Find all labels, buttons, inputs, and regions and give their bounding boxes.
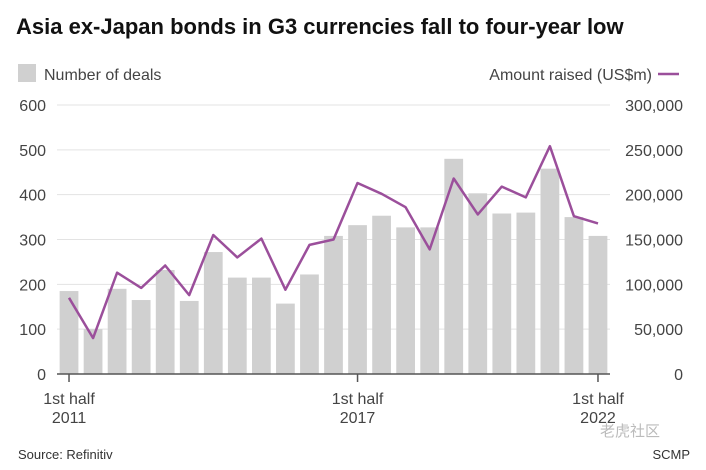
bar	[155, 269, 175, 374]
bar	[276, 303, 295, 374]
y-left-tick-label: 100	[19, 322, 46, 339]
y-right-tick-label: 0	[674, 367, 683, 384]
source-note: Source: Refinitiv	[18, 447, 113, 462]
bar	[348, 225, 367, 374]
y-left-tick-label: 200	[19, 277, 46, 294]
line-path	[67, 144, 599, 340]
x-tick-label: 1st half	[43, 391, 95, 408]
line-series	[67, 144, 599, 340]
bar	[324, 235, 343, 374]
legend-bars-label: Number of deals	[44, 67, 161, 84]
bar	[396, 227, 416, 374]
y-left-tick-label: 0	[37, 367, 46, 384]
x-tick-label: 2011	[52, 410, 87, 427]
bar	[444, 158, 464, 374]
bar	[420, 227, 440, 374]
y-right-tick-label: 50,000	[634, 322, 683, 339]
y-right-tick-label: 150,000	[625, 233, 683, 250]
bar	[516, 212, 536, 374]
axes: 0 100 200 300 400 500 600 0 50,000 100,000 150,000…	[19, 98, 683, 427]
legend-bar-swatch	[18, 64, 36, 82]
y-right-tick-label: 200,000	[625, 188, 683, 205]
bar	[588, 235, 608, 374]
bar	[300, 274, 319, 374]
bar	[203, 252, 223, 374]
bar	[468, 193, 488, 374]
y-left-tick-label: 300	[19, 233, 46, 250]
y-right-tick-label: 300,000	[625, 98, 683, 115]
x-tick-label: 1st half	[332, 391, 384, 408]
bar	[131, 300, 151, 374]
watermark-text: 老虎社区	[600, 423, 660, 440]
y-right-tick-label: 100,000	[625, 277, 683, 294]
bar	[179, 300, 199, 374]
y-left-tick-label: 400	[19, 188, 46, 205]
legend: Number of deals Amount raised (US$m)	[18, 64, 679, 84]
bar-series	[59, 158, 608, 374]
chart-title: Asia ex-Japan bonds in G3 currencies fal…	[16, 14, 624, 39]
y-left-tick-label: 600	[19, 98, 46, 115]
bar	[251, 277, 271, 374]
x-tick-label: 1st half	[572, 391, 624, 408]
bar	[83, 329, 103, 374]
bar	[564, 217, 584, 374]
y-right-tick-label: 250,000	[625, 143, 683, 160]
credit: SCMP	[652, 447, 690, 462]
bar	[227, 277, 247, 374]
bar	[492, 213, 512, 374]
legend-line-label: Amount raised (US$m)	[489, 67, 652, 84]
x-tick-label: 2017	[340, 410, 376, 427]
bar	[372, 215, 391, 374]
bar	[59, 291, 79, 374]
x-tick-label: 2022	[580, 410, 616, 427]
bar	[107, 288, 127, 374]
bar	[540, 168, 560, 374]
y-left-tick-label: 500	[19, 143, 46, 160]
